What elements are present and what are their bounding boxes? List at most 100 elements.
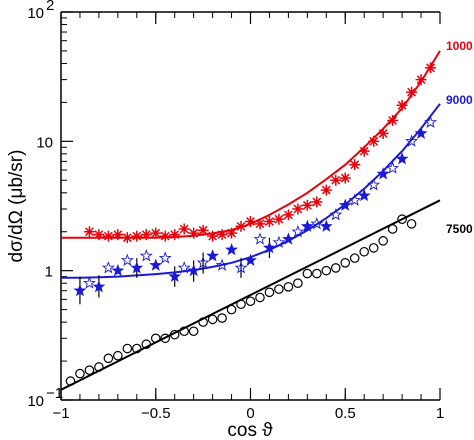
- data-point-9000: [158, 251, 172, 264]
- asterisk-stroke: [113, 230, 123, 240]
- data-point-9000: [424, 115, 438, 128]
- x-tick-label: 0.5: [335, 405, 356, 422]
- asterisk-stroke: [388, 116, 398, 125]
- asterisk-stroke: [85, 227, 94, 237]
- data-point-1000: [415, 74, 427, 86]
- asterisk-stroke: [302, 200, 312, 210]
- data-point-7500: [359, 246, 369, 257]
- data-point-1000: [368, 135, 380, 147]
- data-point-9000: [187, 263, 201, 277]
- y-tick-label: 1: [45, 264, 53, 281]
- data-point-9000: [92, 280, 106, 293]
- asterisk-stroke: [369, 136, 379, 146]
- data-point-1000: [150, 227, 162, 239]
- data-point-9000: [291, 224, 305, 238]
- asterisk-stroke: [151, 228, 161, 238]
- y-tick-exponent: 2: [46, 0, 54, 14]
- fit-curve-7500: [60, 199, 441, 391]
- series-label-1000: 1000: [446, 39, 473, 53]
- asterisk-stroke: [103, 231, 113, 241]
- data-point-1000: [349, 159, 361, 171]
- data-point-7500: [188, 326, 199, 337]
- data-point-1000: [131, 230, 143, 242]
- data-point-1000: [387, 114, 399, 126]
- data-point-9000: [215, 258, 229, 271]
- data-point-1000: [396, 99, 408, 111]
- data-point-1000: [178, 223, 190, 235]
- asterisk-stroke: [274, 214, 284, 224]
- data-point-9000: [319, 219, 333, 232]
- data-point-1000: [311, 196, 323, 208]
- data-point-7500: [94, 362, 104, 372]
- series-label-7500: 7500: [446, 222, 473, 236]
- data-point-1000: [254, 218, 266, 230]
- data-point-7500: [302, 268, 313, 279]
- asterisk-stroke: [312, 197, 322, 207]
- data-point-7500: [245, 296, 256, 307]
- data-point-9000: [367, 178, 381, 191]
- data-point-9000: [310, 217, 324, 230]
- data-point-7500: [179, 326, 189, 337]
- data-point-7500: [293, 278, 303, 289]
- data-point-1000: [358, 145, 370, 157]
- x-tick-labels: −1 −0.5 0 0.5 1: [52, 405, 444, 422]
- data-point-9000: [196, 255, 210, 269]
- data-point-1000: [159, 230, 171, 242]
- data-point-9000: [244, 253, 257, 266]
- data-point-1000: [121, 232, 133, 244]
- data-point-7500: [236, 299, 246, 310]
- data-point-7500: [169, 329, 180, 340]
- asterisk-stroke: [397, 100, 407, 110]
- data-point-9000: [73, 283, 87, 297]
- data-point-1000: [102, 230, 114, 242]
- plot-frame: [60, 11, 440, 401]
- y-tick-exponent: −1: [46, 385, 63, 402]
- data-point-1000: [93, 229, 105, 241]
- data-point-9000: [348, 193, 362, 206]
- asterisk-stroke: [340, 173, 350, 183]
- x-tick-label: −1: [52, 405, 69, 422]
- data-point-1000: [140, 229, 152, 241]
- data-point-1000: [197, 224, 209, 236]
- data-point-9000: [101, 261, 115, 274]
- data-point-7500: [397, 214, 407, 224]
- asterisk-stroke: [179, 224, 189, 234]
- data-point-9000: [253, 232, 267, 245]
- data-point-7500: [340, 258, 351, 268]
- data-point-9000: [177, 261, 191, 274]
- data-point-9000: [168, 269, 182, 283]
- data-point-1000: [377, 127, 389, 139]
- data-point-7500: [65, 376, 76, 386]
- data-point-9000: [329, 208, 343, 221]
- data-point-9000: [272, 235, 286, 249]
- data-point-9000: [395, 152, 409, 165]
- asterisk-stroke: [94, 230, 104, 240]
- data-point-7500: [226, 304, 237, 315]
- x-tick-label: 0: [246, 405, 254, 422]
- data-point-1000: [235, 220, 247, 232]
- series-label-9000: 9000: [446, 93, 473, 107]
- y-tick-label: 10: [27, 393, 44, 410]
- data-point-7500: [217, 313, 227, 323]
- data-point-7500: [84, 365, 95, 375]
- data-point-7500: [122, 343, 133, 354]
- data-point-7500: [207, 314, 218, 325]
- data-point-7500: [113, 350, 123, 361]
- data-point-9000: [111, 263, 125, 277]
- data-point-1000: [330, 174, 342, 186]
- asterisk-stroke: [246, 217, 255, 226]
- data-point-1000: [112, 229, 124, 241]
- asterisk-stroke: [198, 225, 208, 235]
- asterisk-stroke: [208, 231, 218, 241]
- data-point-7500: [330, 263, 341, 273]
- data-point-1000: [339, 172, 351, 184]
- y-axis-title: dσ/dΩ (μb/sr): [6, 150, 27, 263]
- data-point-1000: [282, 209, 294, 221]
- data-point-9000: [281, 232, 295, 245]
- data-point-7500: [255, 292, 265, 303]
- asterisk-stroke: [321, 185, 331, 195]
- x-axis-title: cos ϑ: [227, 420, 273, 440]
- data-point-1000: [320, 184, 332, 196]
